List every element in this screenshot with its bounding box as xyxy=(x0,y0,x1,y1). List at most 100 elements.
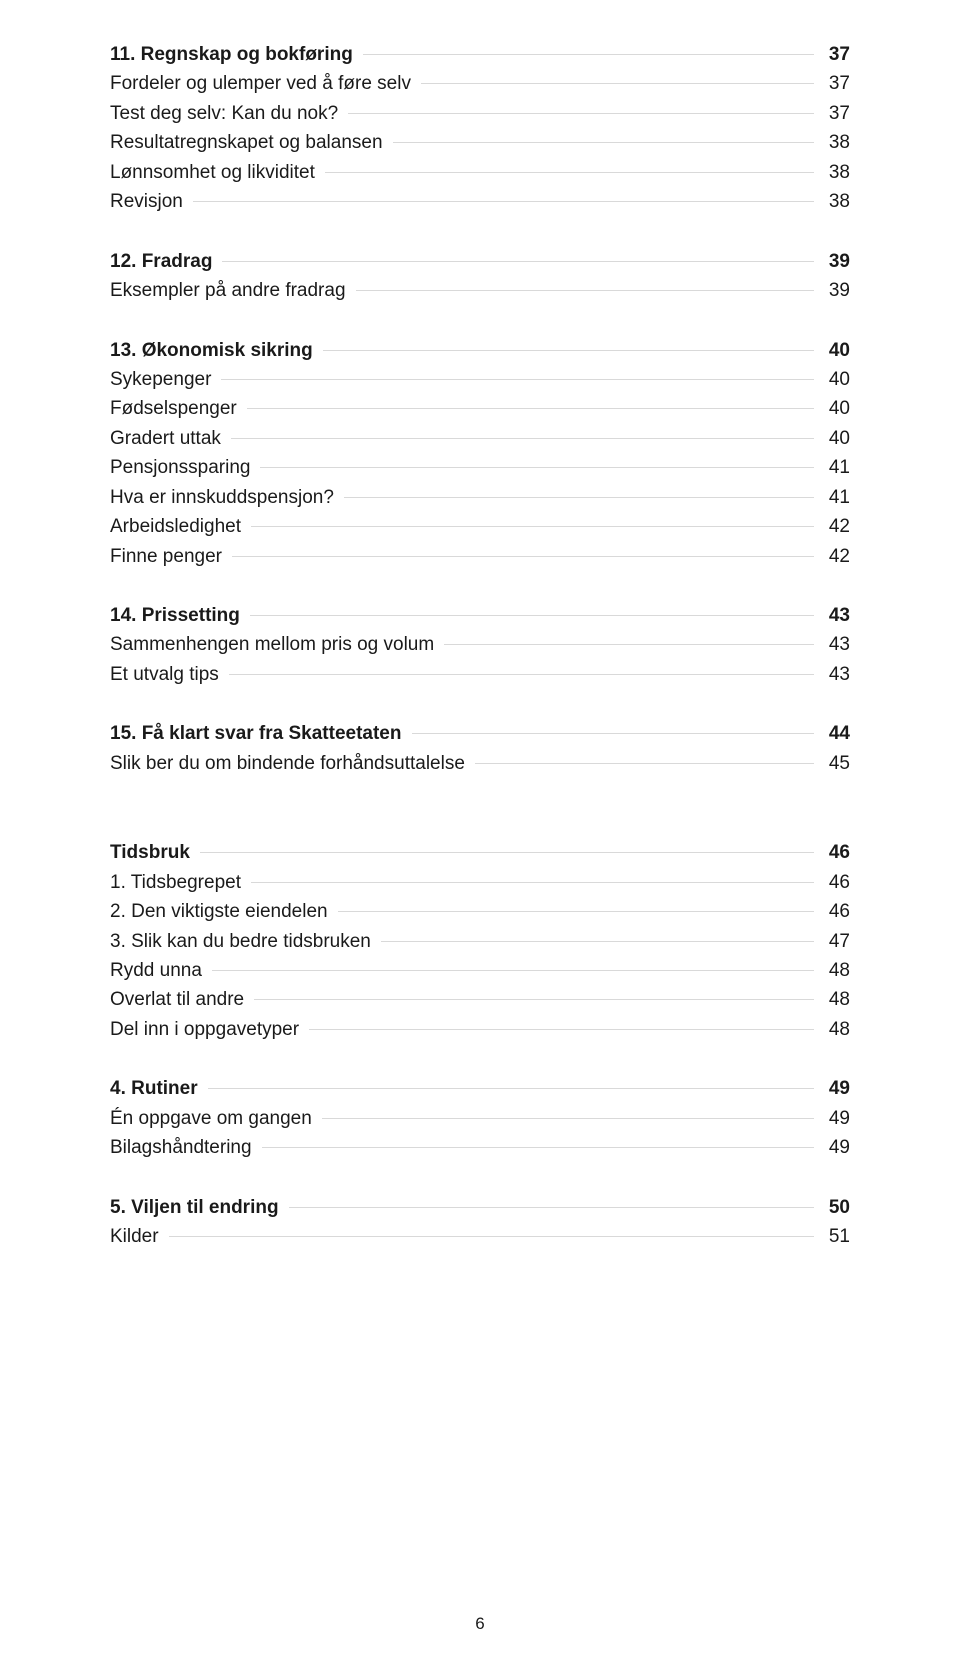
toc-block: 15. Få klart svar fra Skatteetaten44Slik… xyxy=(110,719,850,778)
toc-block: 11. Regnskap og bokføring37Fordeler og u… xyxy=(110,40,850,217)
toc-row: Hva er innskuddspensjon? 41 xyxy=(110,483,850,512)
toc-leader-line xyxy=(363,54,814,55)
toc-entry-page: 49 xyxy=(818,1104,850,1133)
toc-entry-label: 1. Tidsbegrepet xyxy=(110,868,247,897)
toc-entry-page: 39 xyxy=(818,276,850,305)
toc-row: Resultatregnskapet og balansen38 xyxy=(110,128,850,157)
toc-leader-line xyxy=(309,1029,814,1030)
toc-entry-page: 40 xyxy=(818,424,850,453)
toc-entry-label: Fordeler og ulemper ved å føre selv xyxy=(110,69,417,98)
toc-row: 4. Rutiner49 xyxy=(110,1074,850,1103)
toc-leader-line xyxy=(381,941,814,942)
toc-leader-line xyxy=(193,201,814,202)
toc-entry-page: 43 xyxy=(818,660,850,689)
toc-row: Rydd unna48 xyxy=(110,956,850,985)
toc-entry-label: Kilder xyxy=(110,1222,165,1251)
toc-entry-page: 45 xyxy=(818,749,850,778)
toc-entry-label: Overlat til andre xyxy=(110,985,250,1014)
toc-row: Lønnsomhet og likviditet38 xyxy=(110,158,850,187)
toc-leader-line xyxy=(475,763,814,764)
toc-block: 5. Viljen til endring50Kilder51 xyxy=(110,1193,850,1252)
toc-row: Gradert uttak40 xyxy=(110,424,850,453)
toc-block: 14. Prissetting43Sammenhengen mellom pri… xyxy=(110,601,850,689)
toc-row: Pensjonssparing41 xyxy=(110,453,850,482)
toc-leader-line xyxy=(344,497,814,498)
toc-row: Sammenhengen mellom pris og volum 43 xyxy=(110,630,850,659)
toc-entry-page: 46 xyxy=(818,838,850,867)
toc-entry-label: 2. Den viktigste eiendelen xyxy=(110,897,334,926)
toc-entry-page: 37 xyxy=(818,69,850,98)
toc-entry-page: 41 xyxy=(818,483,850,512)
toc-row: 12. Fradrag39 xyxy=(110,247,850,276)
toc-leader-line xyxy=(251,526,814,527)
page-number: 6 xyxy=(475,1614,484,1633)
toc-entry-page: 40 xyxy=(818,365,850,394)
toc-row: Slik ber du om bindende forhåndsuttalels… xyxy=(110,749,850,778)
toc-entry-page: 40 xyxy=(818,394,850,423)
page-number-footer: 6 xyxy=(0,1614,960,1634)
toc-leader-line xyxy=(412,733,815,734)
toc-leader-line xyxy=(338,911,814,912)
toc-row: Arbeidsledighet42 xyxy=(110,512,850,541)
toc-leader-line xyxy=(254,999,814,1000)
toc-leader-line xyxy=(393,142,814,143)
toc-entry-page: 43 xyxy=(818,630,850,659)
toc-row: 14. Prissetting 43 xyxy=(110,601,850,630)
toc-entry-label: Sammenhengen mellom pris og volum xyxy=(110,630,440,659)
toc-entry-label: Del inn i oppgavetyper xyxy=(110,1015,305,1044)
toc-block: 13. Økonomisk sikring40Sykepenger40Fødse… xyxy=(110,336,850,572)
toc-entry-label: Én oppgave om gangen xyxy=(110,1104,318,1133)
toc-entry-page: 46 xyxy=(818,897,850,926)
toc-row: 15. Få klart svar fra Skatteetaten44 xyxy=(110,719,850,748)
toc-entry-label: 13. Økonomisk sikring xyxy=(110,336,319,365)
toc-leader-line xyxy=(251,882,814,883)
toc-entry-label: Slik ber du om bindende forhåndsuttalels… xyxy=(110,749,471,778)
toc-entry-page: 47 xyxy=(818,927,850,956)
toc-row: 3. Slik kan du bedre tidsbruken 47 xyxy=(110,927,850,956)
toc-row: Fødselspenger40 xyxy=(110,394,850,423)
toc-entry-label: Tidsbruk xyxy=(110,838,196,867)
toc-block: 12. Fradrag39Eksempler på andre fradrag3… xyxy=(110,247,850,306)
toc-entry-label: Pensjonssparing xyxy=(110,453,256,482)
toc-leader-line xyxy=(222,261,814,262)
toc-leader-line xyxy=(356,290,814,291)
toc-row: Finne penger42 xyxy=(110,542,850,571)
toc-row: Overlat til andre48 xyxy=(110,985,850,1014)
toc-row: 2. Den viktigste eiendelen 46 xyxy=(110,897,850,926)
toc-leader-line xyxy=(232,556,814,557)
toc-entry-page: 43 xyxy=(818,601,850,630)
toc-page: 11. Regnskap og bokføring37Fordeler og u… xyxy=(0,0,960,1251)
toc-leader-line xyxy=(325,172,814,173)
toc-row: Test deg selv: Kan du nok?37 xyxy=(110,99,850,128)
toc-row: Del inn i oppgavetyper 48 xyxy=(110,1015,850,1044)
toc-entry-label: 3. Slik kan du bedre tidsbruken xyxy=(110,927,377,956)
toc-entry-label: 4. Rutiner xyxy=(110,1074,204,1103)
toc-row: 13. Økonomisk sikring 40 xyxy=(110,336,850,365)
toc-entry-label: Rydd unna xyxy=(110,956,208,985)
toc-block: Tidsbruk461. Tidsbegrepet462. Den viktig… xyxy=(110,838,850,1044)
toc-entry-label: 14. Prissetting xyxy=(110,601,246,630)
toc-leader-line xyxy=(421,83,814,84)
toc-entry-page: 40 xyxy=(818,336,850,365)
toc-entry-page: 38 xyxy=(818,128,850,157)
toc-leader-line xyxy=(289,1207,814,1208)
toc-row: 11. Regnskap og bokføring37 xyxy=(110,40,850,69)
toc-entry-label: 12. Fradrag xyxy=(110,247,218,276)
toc-entry-label: Et utvalg tips xyxy=(110,660,225,689)
toc-leader-line xyxy=(208,1088,814,1089)
toc-leader-line xyxy=(260,467,814,468)
toc-entry-page: 48 xyxy=(818,1015,850,1044)
toc-entry-label: Arbeidsledighet xyxy=(110,512,247,541)
toc-row: Sykepenger40 xyxy=(110,365,850,394)
toc-entry-label: 5. Viljen til endring xyxy=(110,1193,285,1222)
toc-leader-line xyxy=(212,970,814,971)
toc-entry-page: 46 xyxy=(818,868,850,897)
toc-leader-line xyxy=(348,113,814,114)
toc-leader-line xyxy=(323,350,814,351)
toc-entry-label: 11. Regnskap og bokføring xyxy=(110,40,359,69)
toc-row: Fordeler og ulemper ved å føre selv 37 xyxy=(110,69,850,98)
toc-row: Bilagshåndtering49 xyxy=(110,1133,850,1162)
toc-entry-label: Hva er innskuddspensjon? xyxy=(110,483,340,512)
toc-row: Eksempler på andre fradrag39 xyxy=(110,276,850,305)
toc-row: Et utvalg tips 43 xyxy=(110,660,850,689)
